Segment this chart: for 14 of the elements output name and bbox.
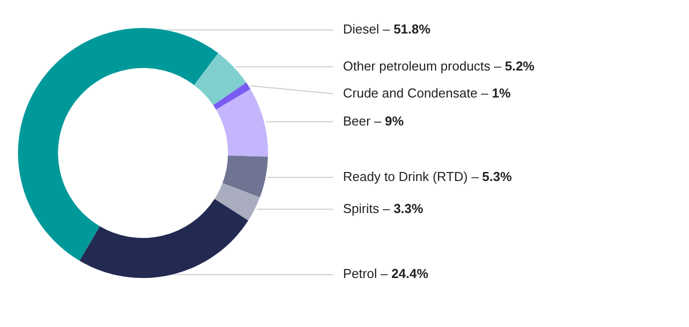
slice-label: Spirits – <box>343 200 394 216</box>
slice-label: Other petroleum products – <box>343 58 505 74</box>
slice-label: Crude and Condensate – <box>343 85 492 100</box>
data-label: 5.2% <box>504 58 535 74</box>
data-label: 3.3% <box>394 200 424 216</box>
data-label: 1% <box>492 85 512 100</box>
slice-label: Diesel – <box>343 21 394 36</box>
data-label: 5.3% <box>482 168 512 184</box>
data-label: 9% <box>384 113 404 128</box>
slice-label: Ready to Drink (RTD) – <box>343 168 482 184</box>
data-label: 51.8% <box>394 21 431 36</box>
data-label: 24.4% <box>391 266 429 282</box>
slice-label: Petrol – <box>343 266 392 282</box>
slice-label: Beer – <box>343 113 385 128</box>
